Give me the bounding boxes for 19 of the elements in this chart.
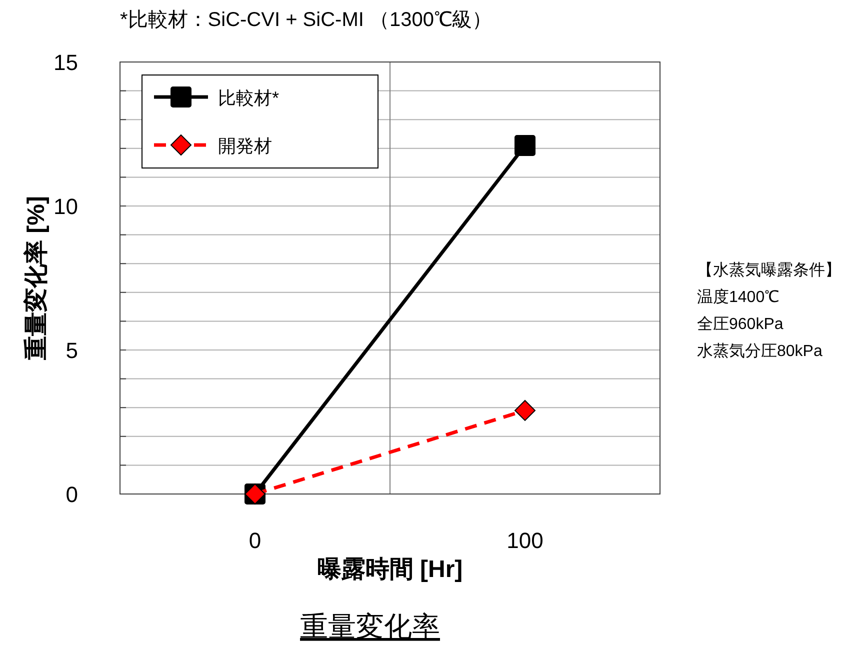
x-tick-label: 100 bbox=[506, 528, 544, 553]
text: 重量変化率 bbox=[300, 611, 440, 642]
text: *比較材：SiC-CVI + SiC-MI （1300℃級） bbox=[120, 9, 492, 31]
text: 温度1400℃ bbox=[697, 288, 780, 306]
text: 水蒸気分圧80kPa bbox=[697, 342, 822, 360]
y-tick-label: 15 bbox=[54, 50, 78, 75]
y-tick-label: 10 bbox=[54, 194, 78, 219]
x-axis-title: 曝露時間 [Hr] bbox=[317, 556, 463, 583]
text: 全圧960kPa bbox=[697, 316, 784, 333]
text: 【水蒸気曝露条件】 bbox=[697, 261, 841, 279]
legend-label: 比較材* bbox=[218, 88, 280, 108]
legend-item: 比較材* bbox=[154, 86, 280, 108]
y-tick-label: 5 bbox=[66, 338, 78, 363]
legend-label: 開発材 bbox=[218, 136, 272, 156]
legend-item: 開発材 bbox=[154, 134, 272, 156]
point bbox=[514, 135, 536, 156]
y-tick-label: 0 bbox=[66, 482, 78, 507]
point bbox=[514, 400, 536, 421]
y-axis-title: 重量変化率 [%] bbox=[22, 196, 50, 361]
